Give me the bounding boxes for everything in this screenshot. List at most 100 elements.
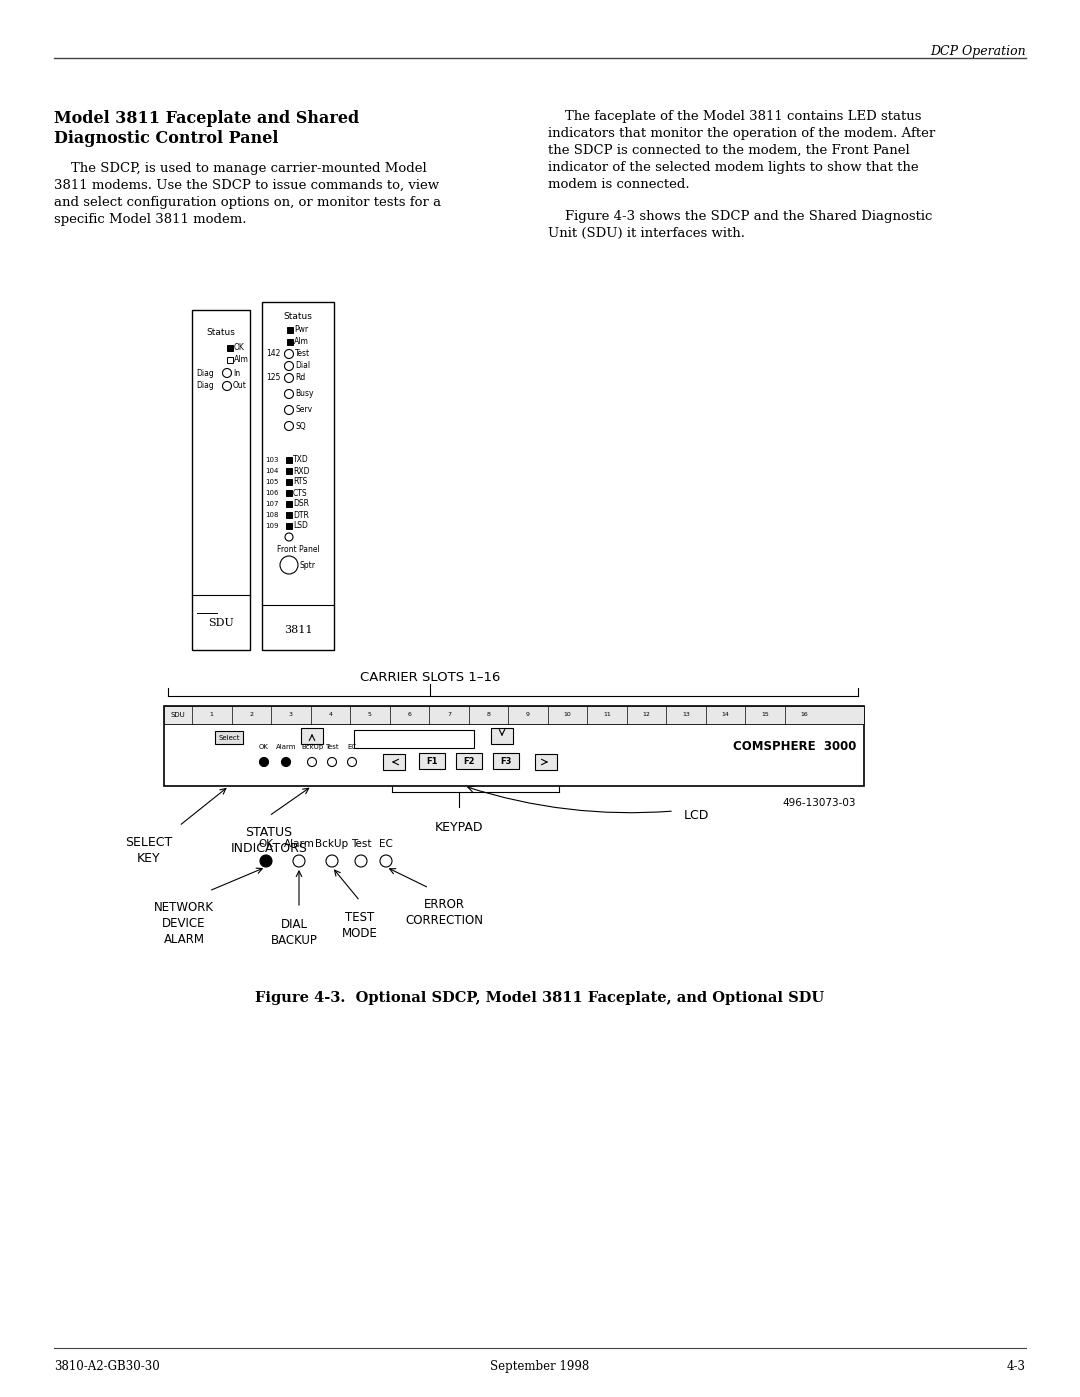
Text: TXD: TXD	[293, 455, 309, 464]
Bar	[286, 468, 292, 474]
Text: Busy: Busy	[295, 390, 313, 398]
Text: RTS: RTS	[293, 478, 307, 486]
Text: 4-3: 4-3	[1007, 1361, 1026, 1373]
Text: 106: 106	[265, 490, 279, 496]
Bar	[354, 731, 474, 747]
Bar	[491, 728, 513, 745]
Text: CARRIER SLOTS 1–16: CARRIER SLOTS 1–16	[360, 671, 500, 685]
Text: Test: Test	[351, 840, 372, 849]
Text: Status: Status	[284, 312, 312, 321]
Text: Diag: Diag	[195, 369, 214, 377]
Text: SQ: SQ	[295, 422, 306, 430]
Bar	[262, 302, 334, 650]
Text: 8: 8	[486, 712, 490, 718]
Text: 15: 15	[761, 712, 769, 718]
Bar	[227, 358, 233, 363]
Text: 5: 5	[368, 712, 372, 718]
Text: Rd: Rd	[295, 373, 306, 383]
Circle shape	[260, 855, 272, 868]
Circle shape	[222, 381, 231, 391]
Circle shape	[280, 556, 298, 574]
Bar	[535, 754, 557, 770]
Text: 3811: 3811	[284, 624, 312, 636]
Text: 107: 107	[265, 502, 279, 507]
Circle shape	[284, 362, 294, 370]
Circle shape	[222, 369, 231, 377]
Bar	[164, 705, 864, 787]
Text: September 1998: September 1998	[490, 1361, 590, 1373]
Circle shape	[284, 405, 294, 415]
Bar	[286, 502, 292, 507]
Text: 3810-A2-GB30-30: 3810-A2-GB30-30	[54, 1361, 160, 1373]
Text: Diagnostic Control Panel: Diagnostic Control Panel	[54, 130, 279, 147]
Text: Diag: Diag	[195, 381, 214, 391]
Bar	[215, 731, 243, 745]
Text: 103: 103	[265, 457, 279, 462]
Bar	[301, 728, 323, 745]
Text: 1: 1	[210, 712, 214, 718]
Circle shape	[348, 757, 356, 767]
Text: 108: 108	[265, 511, 279, 518]
Text: Unit (SDU) it interfaces with.: Unit (SDU) it interfaces with.	[548, 226, 745, 240]
Bar	[286, 479, 292, 485]
Circle shape	[284, 390, 294, 398]
Text: Alm: Alm	[294, 338, 309, 346]
Text: In: In	[233, 369, 240, 377]
Text: Serv: Serv	[295, 405, 312, 415]
Text: BckUp: BckUp	[301, 745, 323, 750]
Circle shape	[284, 373, 294, 383]
Text: Sptr: Sptr	[299, 560, 315, 570]
Text: Test: Test	[325, 745, 339, 750]
Text: LCD: LCD	[684, 809, 710, 821]
Text: TEST
MODE: TEST MODE	[342, 911, 378, 940]
Circle shape	[284, 349, 294, 359]
Bar	[456, 753, 482, 768]
Text: Status: Status	[206, 328, 235, 337]
Text: and select configuration options on, or monitor tests for a: and select configuration options on, or …	[54, 196, 441, 210]
Text: ERROR
CORRECTION: ERROR CORRECTION	[405, 898, 483, 928]
Text: OK: OK	[259, 745, 269, 750]
Circle shape	[355, 855, 367, 868]
Text: The faceplate of the Model 3811 contains LED status: The faceplate of the Model 3811 contains…	[548, 110, 921, 123]
Text: EC: EC	[379, 840, 393, 849]
Text: 109: 109	[265, 522, 279, 529]
Bar	[383, 754, 405, 770]
Text: BckUp: BckUp	[315, 840, 349, 849]
Text: CTS: CTS	[293, 489, 308, 497]
Bar	[192, 310, 249, 650]
Text: Figure 4-3 shows the SDCP and the Shared Diagnostic: Figure 4-3 shows the SDCP and the Shared…	[548, 210, 932, 224]
Bar	[286, 457, 292, 462]
Text: 125: 125	[266, 373, 281, 383]
Circle shape	[380, 855, 392, 868]
Text: Out: Out	[233, 381, 247, 391]
Text: Select: Select	[218, 735, 240, 740]
Text: 7: 7	[447, 712, 451, 718]
Text: specific Model 3811 modem.: specific Model 3811 modem.	[54, 212, 246, 226]
Text: Alm: Alm	[234, 355, 248, 365]
Text: RXD: RXD	[293, 467, 310, 475]
Text: Test: Test	[295, 349, 310, 359]
Circle shape	[285, 534, 293, 541]
Text: 142: 142	[266, 349, 281, 359]
Text: Alarm: Alarm	[275, 745, 296, 750]
Bar	[286, 513, 292, 518]
Text: Pwr: Pwr	[294, 326, 308, 334]
Text: Alarm: Alarm	[284, 840, 314, 849]
Text: 496-13073-03: 496-13073-03	[783, 798, 856, 807]
Circle shape	[308, 757, 316, 767]
Text: F2: F2	[463, 757, 475, 767]
Text: NETWORK
DEVICE
ALARM: NETWORK DEVICE ALARM	[154, 901, 214, 946]
Text: Front Panel: Front Panel	[276, 545, 320, 555]
Text: 16: 16	[801, 712, 809, 718]
Text: F3: F3	[500, 757, 512, 767]
Text: 3811 modems. Use the SDCP to issue commands to, view: 3811 modems. Use the SDCP to issue comma…	[54, 179, 440, 191]
Text: STATUS
INDICATORS: STATUS INDICATORS	[230, 826, 308, 855]
Text: KEYPAD: KEYPAD	[435, 821, 483, 834]
Text: 9: 9	[526, 712, 530, 718]
Text: OK: OK	[258, 840, 273, 849]
Text: 3: 3	[288, 712, 293, 718]
Text: DIAL
BACKUP: DIAL BACKUP	[271, 918, 318, 947]
Text: the SDCP is connected to the modem, the Front Panel: the SDCP is connected to the modem, the …	[548, 144, 909, 156]
Circle shape	[259, 757, 269, 767]
Bar	[287, 327, 293, 332]
